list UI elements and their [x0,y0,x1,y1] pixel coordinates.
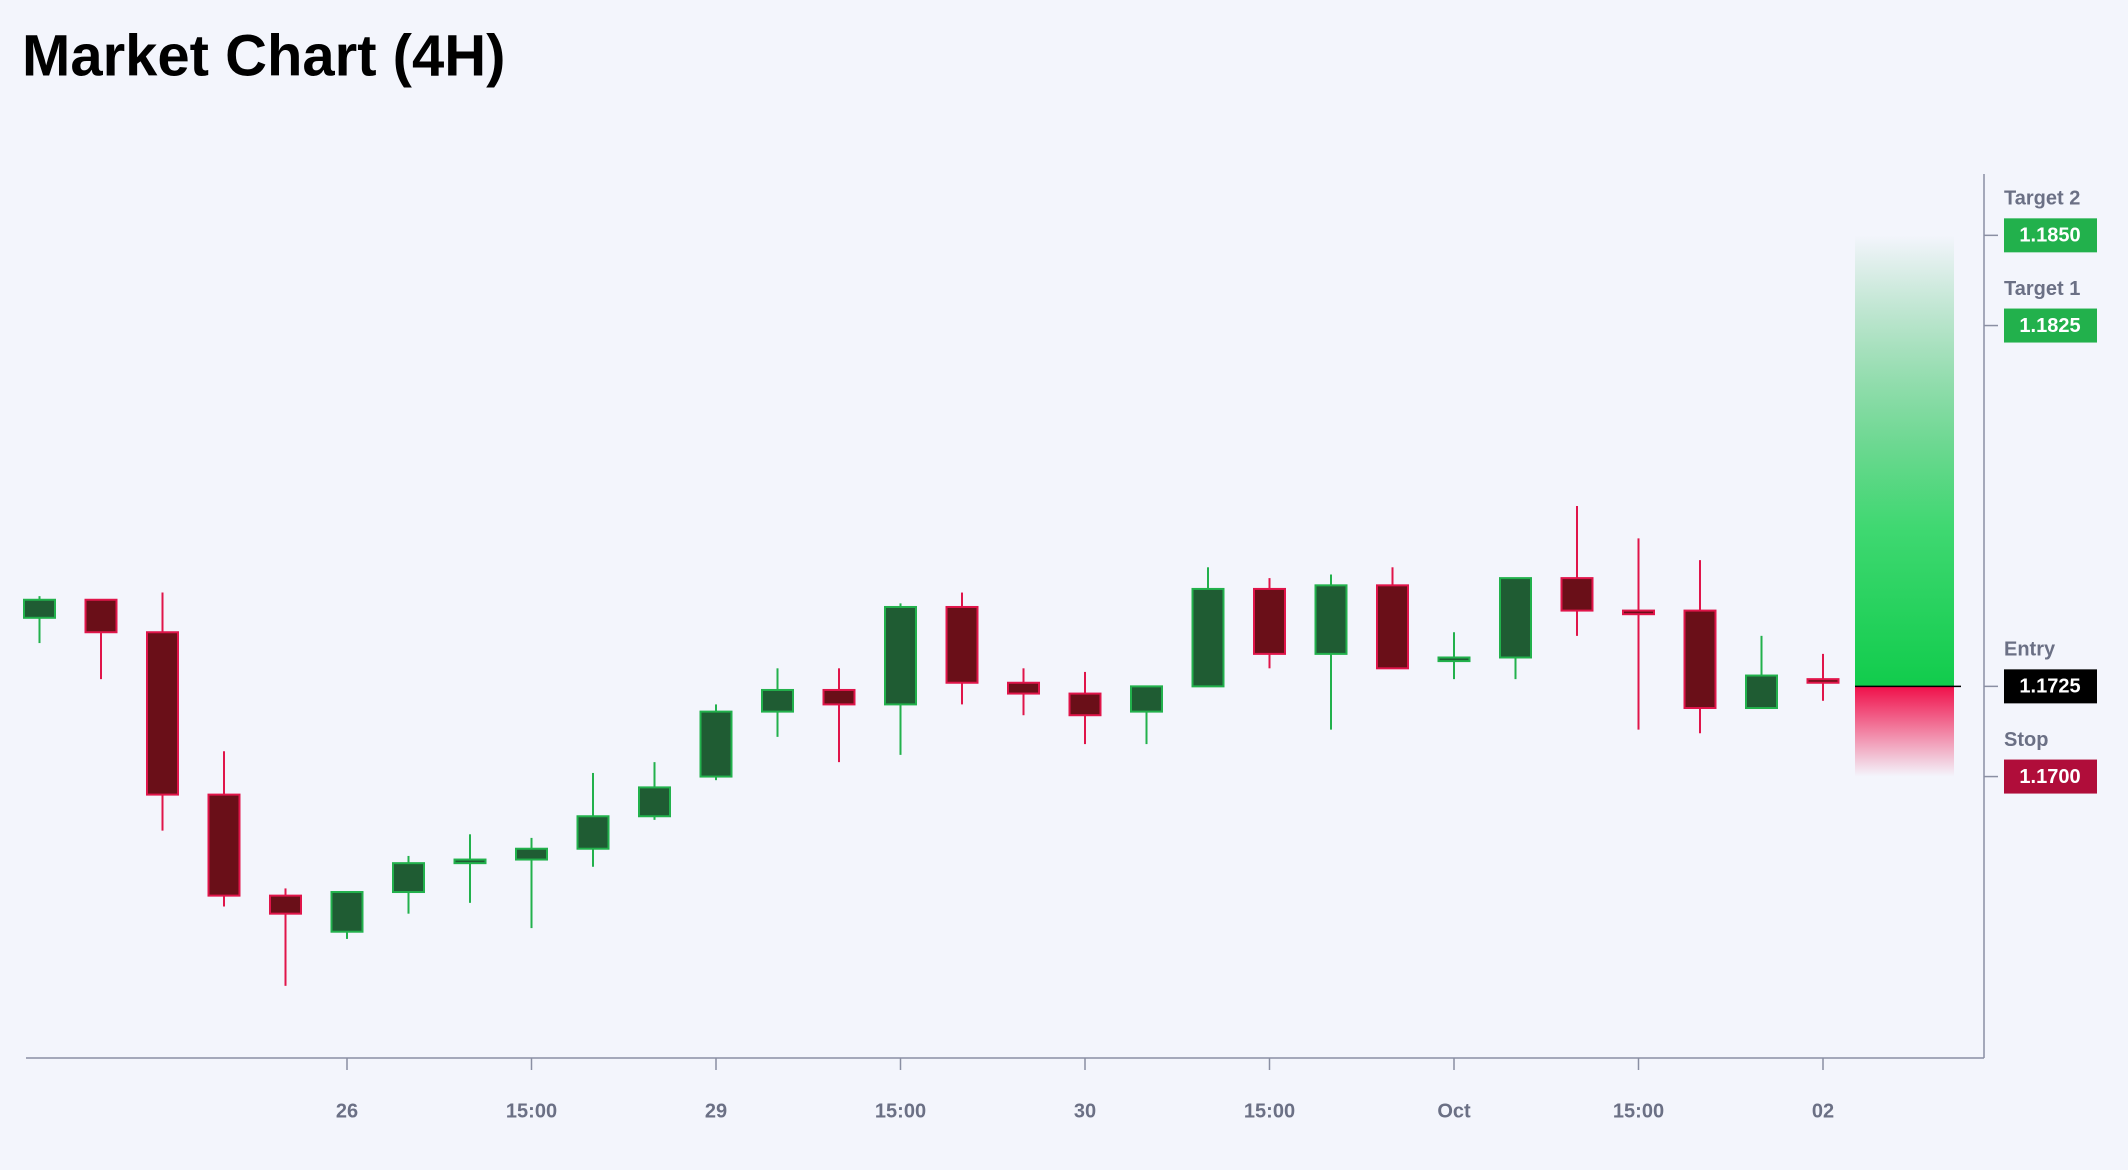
x-tick-label: 15:00 [875,1100,926,1122]
level-name: Entry [2004,639,2056,661]
candle-body [207,793,241,897]
candle-body [761,688,794,713]
candle-body [1191,587,1225,688]
x-tick-label: 30 [1074,1100,1096,1122]
chart-title: Market Chart (4H) [22,23,505,88]
x-tick-label: 29 [705,1100,727,1122]
level-badge [2004,218,2097,253]
candle-body [84,598,118,634]
candle-body [1376,584,1409,670]
candle-body [1437,656,1471,663]
level-value: 1.1700 [2019,766,2080,788]
profit-zone [1855,235,1954,687]
candle-body [515,847,548,861]
x-tick-label: 26 [336,1100,358,1122]
candle-body [453,858,487,865]
candle-body [23,598,56,619]
candle-body [392,862,425,894]
candle-body [1068,692,1102,717]
level-value: 1.1725 [2019,676,2080,698]
level-name: Target 2 [2004,188,2080,210]
candle-body [1745,674,1778,710]
candle-body [1007,681,1040,695]
candle-body [1622,609,1655,616]
x-tick-label: 15:00 [1244,1100,1295,1122]
candle-body [330,891,364,933]
x-tick-label: 02 [1812,1100,1834,1122]
loss-zone [1855,686,1954,777]
candle-body [699,710,733,778]
candle-body [269,894,302,915]
candle-body [945,605,979,684]
x-tick-label: 15:00 [1613,1100,1664,1122]
candle-body [884,605,917,706]
level-name: Stop [2004,729,2048,751]
x-tick-label: 15:00 [506,1100,557,1122]
candle-body [1806,678,1840,684]
x-tick-label: Oct [1437,1100,1471,1122]
candle-body [1130,685,1163,713]
level-value: 1.1850 [2019,225,2080,247]
candle-body [1314,584,1348,655]
candle-body [146,631,179,796]
candle-body [1560,577,1594,612]
candle-body [1683,609,1717,710]
candle-body [638,786,671,818]
candle-body [1253,587,1286,655]
candle-body [576,815,610,850]
level-value: 1.1825 [2019,315,2080,337]
level-badge [2004,308,2097,343]
level-badge [2004,759,2097,794]
level-name: Target 1 [2004,278,2080,300]
level-badge [2004,669,2097,704]
candle-body [822,688,856,706]
candle-body [1499,577,1532,659]
